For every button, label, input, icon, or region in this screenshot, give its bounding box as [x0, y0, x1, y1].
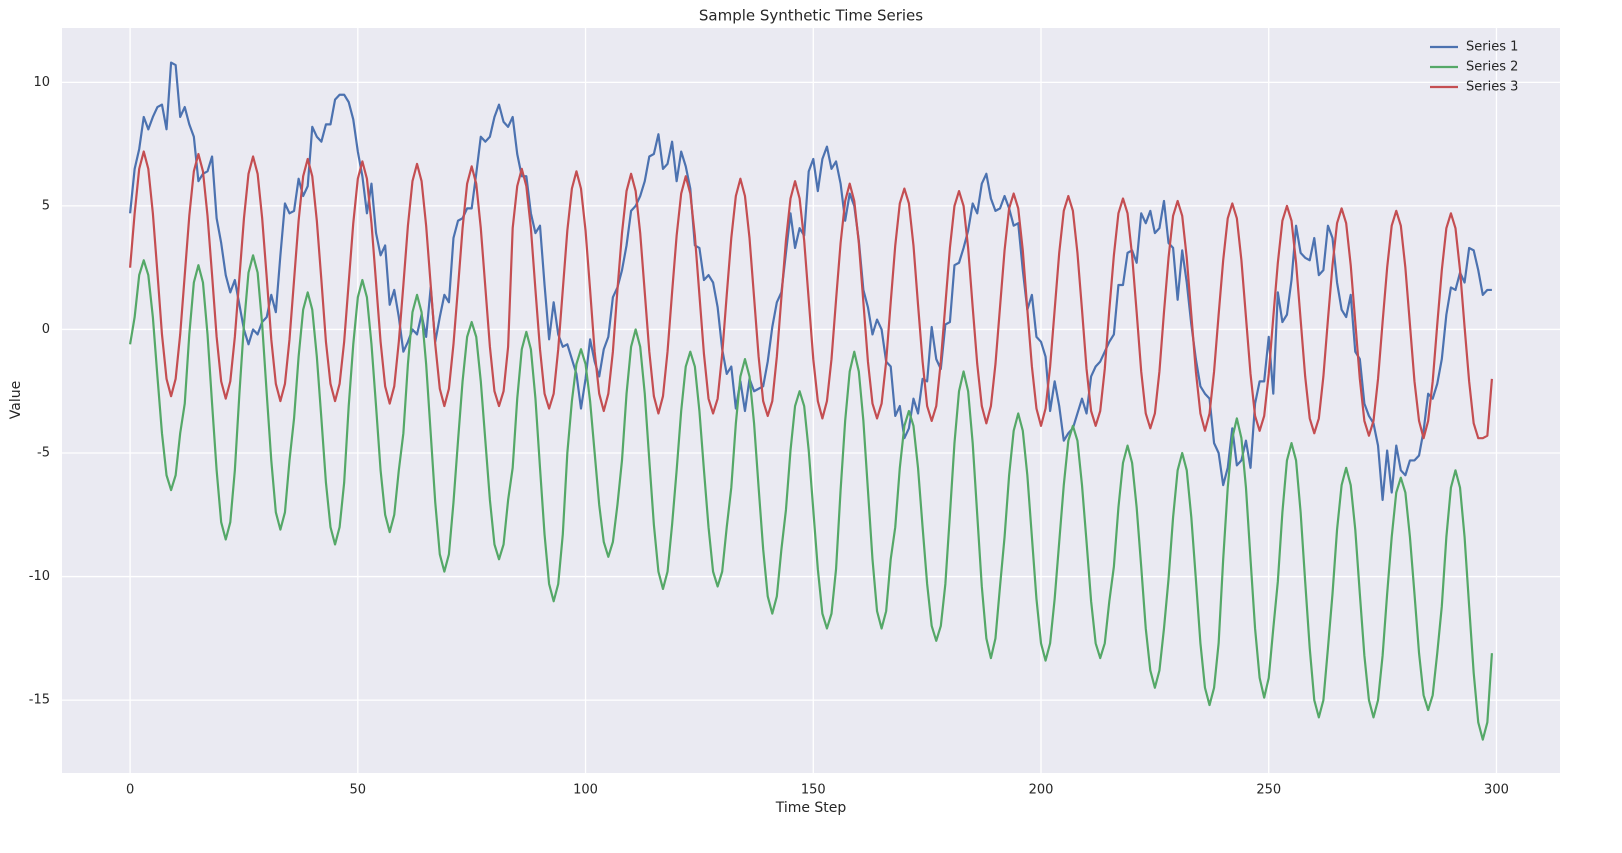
x-tick-label: 100: [573, 783, 598, 798]
x-axis-label: Time Step: [775, 800, 847, 816]
x-tick-label: 250: [1256, 783, 1281, 798]
y-axis-label: Value: [8, 381, 24, 419]
y-tick-label: 0: [42, 322, 50, 337]
series-line: [128, 150, 1494, 440]
plot-background: [62, 28, 1560, 773]
chart-title: Sample Synthetic Time Series: [699, 7, 923, 25]
x-tick-label: 50: [350, 783, 367, 798]
grid: [62, 28, 1560, 773]
x-tick-label: 0: [126, 783, 134, 798]
x-tick-label: 150: [801, 783, 826, 798]
y-tick-label: 5: [42, 198, 50, 213]
lines: [128, 61, 1494, 741]
legend-label: Series 3: [1466, 80, 1518, 95]
y-tick-label: -10: [29, 569, 50, 584]
legend-label: Series 2: [1466, 60, 1518, 75]
series-line: [129, 254, 1494, 741]
series-line: [128, 61, 1492, 502]
x-tick-label: 300: [1484, 783, 1509, 798]
y-tick-label: -15: [29, 693, 50, 708]
legend: Series 1 Series 2 Series 3: [1430, 40, 1518, 95]
y-tick-label: 10: [33, 75, 50, 90]
legend-label: Series 1: [1466, 40, 1518, 55]
x-tick-label: 200: [1029, 783, 1054, 798]
axes: 0 50 100 150 200 250 300 -15 -10 -5 0 5 10: [29, 75, 1509, 798]
y-tick-label: -5: [37, 446, 50, 461]
